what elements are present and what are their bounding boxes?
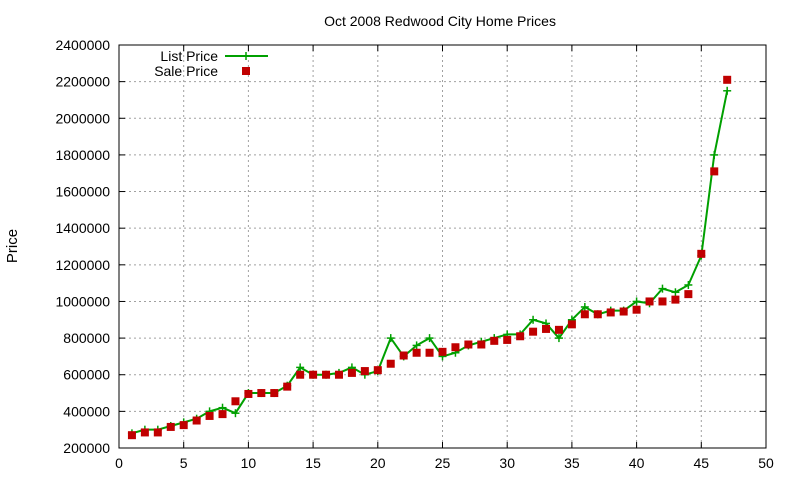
y-axis-label: Price	[4, 229, 21, 263]
y-tick-label: 1400000	[55, 220, 110, 236]
sale-price-point	[567, 320, 576, 329]
sale-price-point	[477, 340, 486, 349]
sale-price-point	[723, 75, 732, 84]
sale-price-point	[671, 295, 680, 304]
sale-price-point	[503, 335, 512, 344]
sale-price-point	[283, 382, 292, 391]
sale-price-point	[684, 290, 693, 299]
list-price-point	[425, 334, 434, 343]
sale-price-point	[412, 348, 421, 357]
x-tick-label: 50	[758, 455, 774, 471]
sale-price-point	[606, 308, 615, 317]
sale-price-point	[179, 421, 188, 430]
y-tick-label: 1000000	[55, 293, 110, 309]
series-layer	[127, 75, 732, 440]
list-price-point	[386, 334, 395, 343]
list-price-line	[131, 90, 729, 435]
legend-label-sale-price: Sale Price	[154, 63, 218, 79]
sale-price-point	[658, 297, 667, 306]
sale-price-point	[270, 389, 279, 398]
sale-price-point	[140, 428, 149, 437]
sale-price-point	[205, 411, 214, 420]
x-tick-label: 35	[564, 455, 580, 471]
sale-price-point	[347, 368, 356, 377]
sale-price-point	[554, 325, 563, 334]
sale-price-point	[632, 305, 641, 314]
sale-price-point	[309, 370, 318, 379]
sale-price-point	[438, 347, 447, 356]
legend-label-list-price: List Price	[160, 48, 218, 64]
list-price-point	[412, 341, 421, 350]
x-tick-label: 20	[370, 455, 386, 471]
list-price-point	[671, 288, 680, 297]
sale-price-point	[360, 367, 369, 376]
y-tick-label: 800000	[63, 330, 110, 346]
sale-price-point	[334, 370, 343, 379]
sale-price-point	[580, 310, 589, 319]
sale-price-point	[710, 167, 719, 176]
sale-price-point	[153, 428, 162, 437]
x-tick-label: 30	[499, 455, 515, 471]
y-tick-label: 1200000	[55, 257, 110, 273]
legend-marker-sale-price	[242, 67, 250, 75]
y-tick-label: 200000	[63, 440, 110, 456]
list-price-point	[529, 315, 538, 324]
sale-price-point	[425, 348, 434, 357]
sale-price-point	[490, 336, 499, 345]
sale-price-point	[231, 397, 240, 406]
sale-price-point	[257, 389, 266, 398]
y-tick-label: 1600000	[55, 184, 110, 200]
list-price-point	[296, 363, 305, 372]
y-tick-label: 600000	[63, 367, 110, 383]
x-tick-label: 25	[435, 455, 451, 471]
list-price-point	[580, 302, 589, 311]
list-price-point	[723, 86, 732, 95]
x-tick-label: 5	[180, 455, 188, 471]
x-tick-label: 15	[305, 455, 321, 471]
sale-price-point	[127, 431, 136, 440]
list-price-point	[632, 297, 641, 306]
list-price-point	[231, 409, 240, 418]
sale-price-point	[218, 410, 227, 419]
y-tick-label: 1800000	[55, 147, 110, 163]
sale-price-point	[464, 340, 473, 349]
sale-price-point	[192, 416, 201, 425]
sale-price-point	[399, 351, 408, 360]
sale-price-point	[386, 359, 395, 368]
y-tick-label: 2200000	[55, 74, 110, 90]
x-tick-label: 0	[115, 455, 123, 471]
x-tick-label: 10	[241, 455, 257, 471]
list-price-point	[658, 284, 667, 293]
sale-price-point	[645, 297, 654, 306]
sale-price-point	[373, 366, 382, 375]
list-price-point	[684, 280, 693, 289]
sale-price-point	[166, 422, 175, 431]
axis-ticks: 0 5 10 15 20 25 30 35 40 45 50 200000 400000 600000 80…	[55, 37, 774, 471]
sale-price-point	[619, 307, 628, 316]
sale-price-point	[322, 370, 331, 379]
sale-price-point	[244, 389, 253, 398]
chart-title: Oct 2008 Redwood City Home Prices	[324, 13, 556, 29]
list-price-point	[554, 334, 563, 343]
y-tick-label: 400000	[63, 403, 110, 419]
sale-price-point	[529, 327, 538, 336]
sale-price-point	[516, 332, 525, 341]
sale-price-point	[542, 324, 551, 333]
sale-price-point	[296, 370, 305, 379]
x-tick-label: 45	[694, 455, 710, 471]
sale-price-point	[697, 249, 706, 258]
sale-price-point	[593, 310, 602, 319]
list-price-point	[710, 150, 719, 159]
grid-lines	[119, 45, 766, 448]
x-tick-label: 40	[629, 455, 645, 471]
y-tick-label: 2000000	[55, 110, 110, 126]
y-tick-label: 2400000	[55, 37, 110, 53]
sale-price-point	[451, 343, 460, 352]
